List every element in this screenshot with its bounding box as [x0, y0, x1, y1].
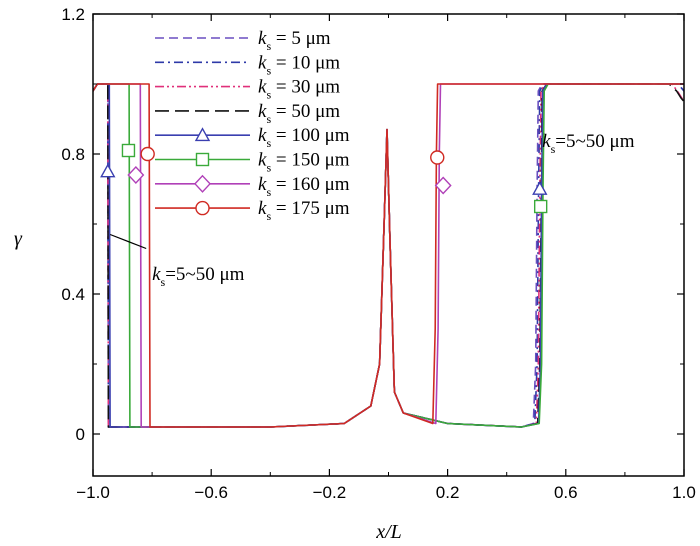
legend-label-6: ks = 160 μm [258, 174, 350, 199]
series-line-7 [93, 83, 684, 428]
annotations: ks=5~50 μm ks=5~50 μm [109, 131, 635, 289]
marker-layer [100, 143, 548, 214]
legend-marker-5 [195, 152, 210, 167]
data-marker-6-1 [434, 176, 452, 195]
legend-label-2: ks = 30 μm [258, 77, 340, 102]
tick-layer: −1.0 −0.6 −0.2 0.2 0.6 1.0 0 0.4 0.8 1.2 [61, 5, 695, 502]
legend-label-3: ks = 50 μm [258, 101, 340, 126]
data-marker-6-0 [127, 165, 145, 185]
y-tick-label: 0.8 [61, 145, 85, 164]
data-marker-4-1 [532, 181, 548, 195]
data-marker-4-0 [100, 163, 116, 178]
y-tick-label: 1.2 [61, 5, 85, 24]
data-marker-7-1 [430, 150, 445, 165]
annotation-label-left: ks=5~50 μm [152, 264, 245, 289]
legend-marker-6 [194, 174, 211, 193]
series-layer [93, 83, 684, 428]
annotation-label-right: ks=5~50 μm [542, 131, 635, 156]
legend-label-4: ks = 100 μm [258, 125, 350, 150]
x-tick-label: −1.0 [76, 483, 110, 502]
y-tick-label: 0.4 [61, 285, 85, 304]
legend-marker-4 [194, 127, 211, 142]
x-tick-label: −0.2 [313, 483, 347, 502]
legend-label-5: ks = 150 μm [258, 150, 350, 175]
data-marker-5-0 [121, 143, 136, 158]
legend-marker-7 [195, 200, 210, 216]
x-tick-label: 1.0 [672, 483, 696, 502]
legend-label-7: ks = 175 μm [258, 198, 350, 223]
data-marker-7-0 [140, 146, 155, 162]
y-tick-label: 0 [76, 425, 85, 444]
annotation-leader-left [109, 233, 147, 250]
data-marker-5-1 [533, 199, 548, 214]
legend-label-1: ks = 10 μm [258, 52, 340, 77]
legend-label-0: ks = 5 μm [258, 28, 331, 53]
x-tick-label: −0.6 [194, 483, 228, 502]
y-axis-label: γ [14, 228, 23, 250]
x-tick-label: 0.6 [554, 483, 578, 502]
x-tick-label: 0.2 [436, 483, 460, 502]
x-axis-label: x/L [375, 521, 402, 543]
